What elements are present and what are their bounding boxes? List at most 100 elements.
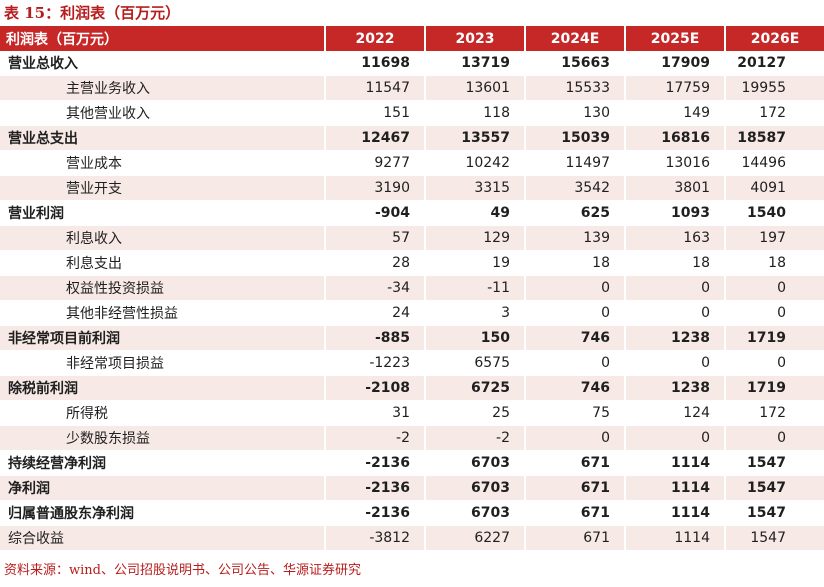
cell-value: 31 [324,401,424,426]
cell-value: 0 [524,351,624,376]
cell-value: 18 [524,251,624,276]
row-label: 其他营业收入 [0,101,324,126]
table-row: 综合收益 -3812 6227 671 1114 1547 [0,526,824,551]
cell-value: 1238 [624,376,724,401]
row-label: 非经常项目损益 [0,351,324,376]
row-label: 少数股东损益 [0,426,324,451]
header-year-2022: 2022 [324,26,424,51]
cell-value: 3315 [424,176,524,201]
row-label: 权益性投资损益 [0,276,324,301]
cell-value: -2 [424,426,524,451]
row-label: 持续经营净利润 [0,451,324,476]
header-year-2023: 2023 [424,26,524,51]
cell-value: 6703 [424,501,524,526]
cell-value: 1114 [624,526,724,551]
cell-value: 13719 [424,51,524,76]
cell-value: 12467 [324,126,424,151]
cell-value: 625 [524,201,624,226]
cell-value: 1719 [724,376,824,401]
table-row: 营业利润 -904 49 625 1093 1540 [0,201,824,226]
cell-value: 14496 [724,151,824,176]
cell-value: 57 [324,226,424,251]
cell-value: 15039 [524,126,624,151]
cell-value: 1114 [624,451,724,476]
cell-value: 10242 [424,151,524,176]
table-row: 其他营业收入 151 118 130 149 172 [0,101,824,126]
cell-value: 4091 [724,176,824,201]
cell-value: 0 [524,426,624,451]
cell-value: 139 [524,226,624,251]
cell-value: -2108 [324,376,424,401]
cell-value: 11497 [524,151,624,176]
cell-value: 0 [724,301,824,326]
header-label: 利润表（百万元） [0,26,324,51]
table-title: 表 15：利润表（百万元） [4,4,181,22]
table-row: 权益性投资损益 -34 -11 0 0 0 [0,276,824,301]
table-row: 其他非经营性损益 24 3 0 0 0 [0,301,824,326]
cell-value: -2136 [324,501,424,526]
cell-value: 0 [524,301,624,326]
cell-value: 13016 [624,151,724,176]
table-row: 归属普通股东净利润 -2136 6703 671 1114 1547 [0,501,824,526]
cell-value: 172 [724,101,824,126]
income-statement-table: 利润表（百万元） 2022 2023 2024E 2025E 2026E 营业总… [0,26,824,551]
cell-value: 13557 [424,126,524,151]
cell-value: 11698 [324,51,424,76]
cell-value: 25 [424,401,524,426]
header-year-2024e: 2024E [524,26,624,51]
table-row: 非经常项目前利润 -885 150 746 1238 1719 [0,326,824,351]
cell-value: -885 [324,326,424,351]
cell-value: 0 [524,276,624,301]
cell-value: 172 [724,401,824,426]
cell-value: 75 [524,401,624,426]
header-year-2026e: 2026E [724,26,824,51]
cell-value: 6703 [424,476,524,501]
cell-value: 9277 [324,151,424,176]
header-year-2025e: 2025E [624,26,724,51]
cell-value: 1547 [724,526,824,551]
row-label: 营业总收入 [0,51,324,76]
table-row: 所得税 31 25 75 124 172 [0,401,824,426]
source-note: 资料来源：wind、公司招股说明书、公司公告、华源证券研究 [4,563,361,578]
cell-value: 1547 [724,476,824,501]
cell-value: 28 [324,251,424,276]
row-label: 主营业务收入 [0,76,324,101]
cell-value: 0 [724,351,824,376]
row-label: 营业利润 [0,201,324,226]
cell-value: 24 [324,301,424,326]
cell-value: -3812 [324,526,424,551]
cell-value: 1540 [724,201,824,226]
table-row: 利息支出 28 19 18 18 18 [0,251,824,276]
row-label: 非经常项目前利润 [0,326,324,351]
cell-value: 1238 [624,326,724,351]
table-row: 持续经营净利润 -2136 6703 671 1114 1547 [0,451,824,476]
cell-value: 671 [524,501,624,526]
cell-value: 16816 [624,126,724,151]
cell-value: 49 [424,201,524,226]
cell-value: 130 [524,101,624,126]
cell-value: 13601 [424,76,524,101]
row-label: 其他非经营性损益 [0,301,324,326]
cell-value: 3190 [324,176,424,201]
table-row: 主营业务收入 11547 13601 15533 17759 19955 [0,76,824,101]
row-label: 所得税 [0,401,324,426]
cell-value: 124 [624,401,724,426]
cell-value: 149 [624,101,724,126]
cell-value: 17909 [624,51,724,76]
cell-value: 150 [424,326,524,351]
table-row: 营业总支出 12467 13557 15039 16816 18587 [0,126,824,151]
row-label: 综合收益 [0,526,324,551]
row-label: 营业总支出 [0,126,324,151]
row-label: 除税前利润 [0,376,324,401]
table-row: 非经常项目损益 -1223 6575 0 0 0 [0,351,824,376]
cell-value: 0 [724,276,824,301]
cell-value: 1114 [624,501,724,526]
cell-value: 15663 [524,51,624,76]
cell-value: -11 [424,276,524,301]
cell-value: 19 [424,251,524,276]
cell-value: 671 [524,476,624,501]
table-row: 净利润 -2136 6703 671 1114 1547 [0,476,824,501]
cell-value: 1114 [624,476,724,501]
cell-value: 3 [424,301,524,326]
row-label: 营业成本 [0,151,324,176]
